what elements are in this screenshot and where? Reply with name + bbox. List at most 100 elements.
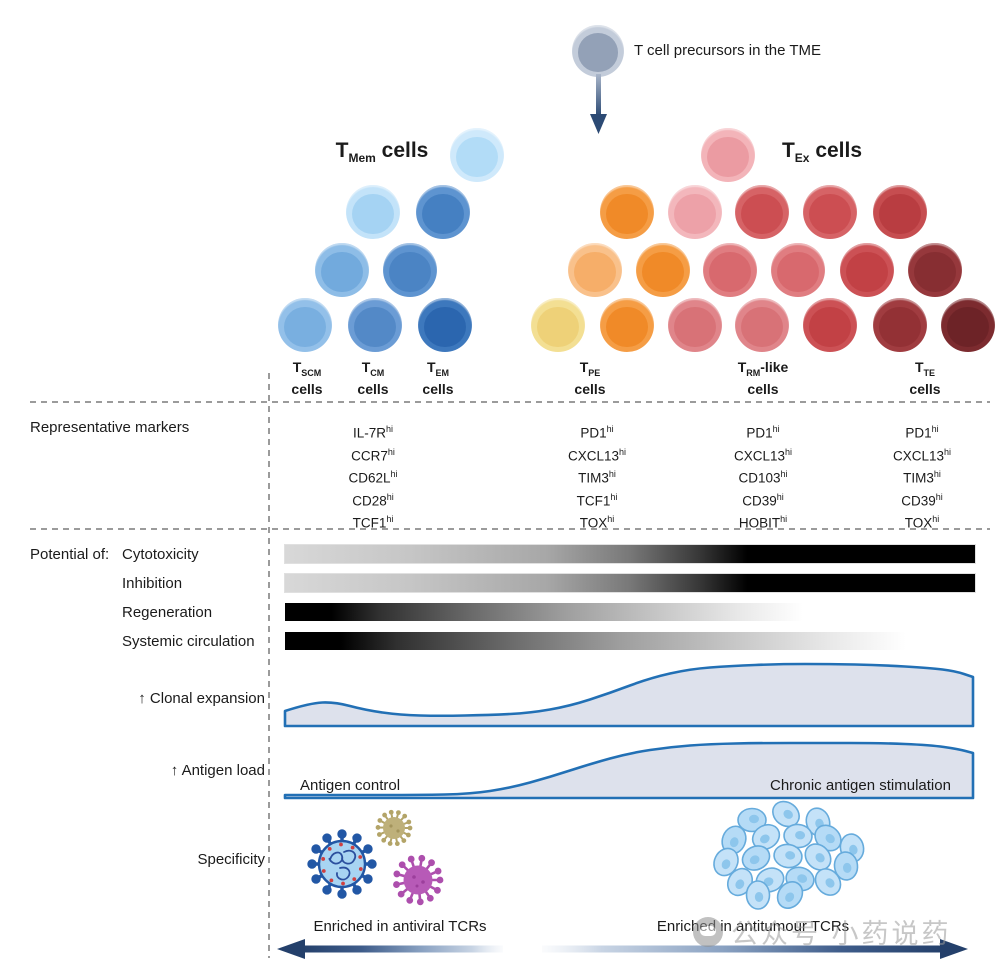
t-cell — [636, 243, 690, 297]
cell-type-label: TSCM cells — [291, 359, 323, 397]
potential-gradient-bar — [285, 632, 906, 650]
potential-gradient-bar — [284, 544, 976, 564]
t-cell — [416, 185, 470, 239]
marker-item: TCF1hi — [576, 491, 618, 509]
t-cell-core — [606, 306, 648, 347]
right-arrow-icon — [542, 939, 968, 959]
t-cell-core — [777, 251, 819, 292]
chart-annotation: Chronic antigen stimulation — [770, 777, 951, 794]
antiviral-tcr-label: Enriched in antiviral TCRs — [313, 918, 487, 935]
marker-item: CCR7hi — [351, 446, 395, 464]
t-cell-core — [914, 251, 956, 292]
marker-item: TIM3hi — [578, 469, 616, 486]
marker-item: TOXhi — [579, 514, 615, 531]
chart-annotation: Antigen control — [300, 777, 401, 794]
arrow-shaft — [596, 74, 601, 116]
t-cell-core — [456, 136, 498, 177]
tumour-cell — [814, 824, 842, 852]
tumour-cell — [804, 843, 832, 871]
t-cell — [840, 243, 894, 297]
t-cell — [383, 243, 437, 297]
marker-item: CD39hi — [901, 491, 943, 509]
marker-item: PD1hi — [905, 424, 939, 441]
cell-type-label: TRM-like cells — [737, 359, 789, 397]
t-cell-core — [809, 193, 851, 234]
t-cell — [735, 185, 789, 239]
marker-item: CD28hi — [352, 491, 394, 509]
t-cell — [735, 298, 789, 352]
t-cell-core — [642, 251, 684, 292]
cell-type-label: TEM cells — [422, 359, 454, 397]
purple-virus-icon — [393, 854, 444, 906]
t-cell-core — [352, 193, 394, 234]
marker-column: IL-7Rhi CCR7hi CD62Lhi CD28hi TCF1hi — [311, 420, 435, 533]
watermark: 公众号 小药说药 — [693, 912, 952, 951]
marker-item: CXCL13hi — [733, 446, 793, 464]
t-cell — [803, 298, 857, 352]
t-cell — [568, 243, 622, 297]
precursor-cell — [572, 25, 624, 77]
specificity-label: Specificity — [197, 851, 265, 868]
t-cell — [873, 298, 927, 352]
t-cell — [278, 298, 332, 352]
cell-type-label: TPE cells — [574, 359, 606, 397]
t-cell-core — [846, 251, 888, 292]
virus-icons — [307, 809, 444, 906]
rna-squiggle — [328, 849, 357, 881]
t-cell — [600, 298, 654, 352]
marker-item: CD39hi — [742, 491, 784, 509]
t-cell-core — [354, 306, 396, 347]
t-cell-core — [947, 306, 989, 347]
potential-gradient-bar — [285, 603, 803, 621]
marker-item: CXCL13hi — [892, 446, 952, 464]
marker-item: TIM3hi — [903, 469, 941, 486]
t-cell — [873, 185, 927, 239]
marker-column: PD1hi CXCL13hi CD103hi CD39hi HOBIThi — [701, 420, 825, 533]
t-cell-core — [424, 306, 466, 347]
t-cell-core — [709, 251, 751, 292]
tumour-cell — [741, 845, 771, 871]
tmem-title: TMem cells — [335, 139, 429, 166]
potential-row-label: Cytotoxicity — [122, 546, 199, 563]
t-cell — [703, 243, 757, 297]
precursor-label: T cell precursors in the TME — [634, 42, 822, 59]
area-curve — [283, 741, 975, 800]
marker-item: TOXhi — [904, 514, 940, 531]
potential-row-label: Systemic circulation — [122, 633, 255, 650]
tumour-cell — [751, 823, 781, 851]
t-cell — [346, 185, 400, 239]
coronavirus-icon — [307, 829, 377, 899]
marker-item: TCF1hi — [352, 514, 394, 531]
potential-row-label: Regeneration — [122, 604, 213, 621]
tumour-cell — [721, 825, 747, 855]
marker-item: PD1hi — [580, 424, 614, 441]
t-cell-core — [674, 193, 716, 234]
clonal-expansion-label: ↑ Clonal expansion — [138, 690, 265, 707]
tumour-cell — [772, 800, 800, 828]
markers-section-label: Representative markers — [30, 419, 190, 436]
t-cell — [418, 298, 472, 352]
tumour-cell — [776, 881, 804, 909]
cell-type-label: TCM cells — [357, 359, 389, 397]
t-cell — [668, 185, 722, 239]
tumour-cell — [773, 843, 803, 869]
t-cell-core — [879, 193, 921, 234]
t-cell — [803, 185, 857, 239]
t-cell-core — [606, 193, 648, 234]
t-cell-core — [389, 251, 431, 292]
tumour-cell — [833, 851, 859, 881]
t-cell — [701, 128, 755, 182]
t-cell-core — [321, 251, 363, 292]
t-cell — [600, 185, 654, 239]
watermark-text: 公众号 小药说药 — [731, 919, 952, 949]
down-arrow-icon — [590, 74, 607, 134]
dashed-divider-bottom — [30, 528, 990, 530]
potential-row-label: Inhibition — [122, 575, 183, 592]
marker-item: CD103hi — [738, 469, 788, 486]
t-cell-core — [422, 193, 464, 234]
marker-item: CD62Lhi — [348, 469, 398, 486]
arrow-head — [590, 114, 607, 134]
potential-section-label: Potential of: — [30, 546, 110, 563]
t-cell — [531, 298, 585, 352]
